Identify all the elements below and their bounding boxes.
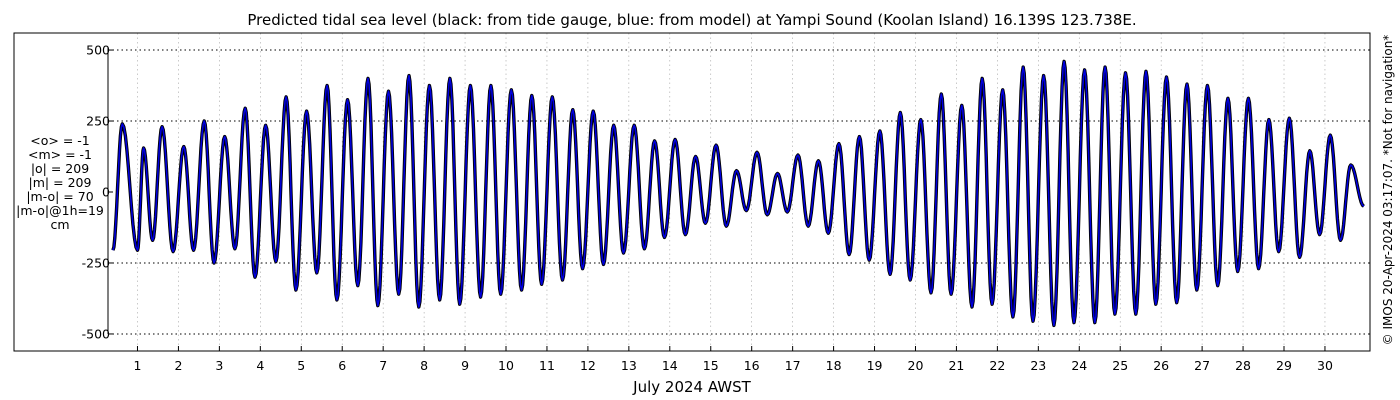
x-tick-label: 3 [215, 358, 223, 373]
stat-mean-model: <m> = -1 [27, 147, 92, 162]
x-tick-label: 27 [1194, 358, 1210, 373]
x-tick-label: 28 [1235, 358, 1251, 373]
x-tick-label: 15 [703, 358, 719, 373]
x-tick-label: 2 [174, 358, 182, 373]
x-tick-label: 14 [662, 358, 678, 373]
stat-mean-observed: <o> = -1 [30, 133, 90, 148]
x-axis-ticks: 1 2 3 4 5 6 7 8 9 10 11 12 13 14 15 16 17 18 19 20 21 22 23 24 2… [134, 346, 1333, 373]
x-tick-label: 13 [621, 358, 637, 373]
x-tick-label: 11 [539, 358, 555, 373]
y-tick-label: -500 [82, 326, 110, 341]
x-tick-label: 29 [1276, 358, 1292, 373]
x-tick-label: 7 [379, 358, 387, 373]
x-tick-label: 25 [1112, 358, 1128, 373]
x-tick-label: 20 [908, 358, 924, 373]
x-tick-label: 6 [338, 358, 346, 373]
tide-gauge-series-line [111, 59, 1365, 328]
x-tick-label: 26 [1153, 358, 1169, 373]
x-tick-label: 23 [1030, 358, 1046, 373]
stats-panel: <o> = -1 <m> = -1 |o| = 209 |m| = 209 |m… [10, 134, 110, 232]
x-tick-label: 5 [297, 358, 305, 373]
x-tick-label: 18 [826, 358, 842, 373]
x-tick-label: 16 [744, 358, 760, 373]
x-tick-label: 19 [867, 358, 883, 373]
stat-abs-diff-1h: |m-o|@1h=19 [16, 203, 104, 218]
stat-abs-model: |m| = 209 [28, 175, 92, 190]
x-tick-label: 22 [989, 358, 1005, 373]
x-tick-label: 1 [134, 358, 142, 373]
stat-abs-diff: |m-o| = 70 [26, 189, 94, 204]
x-tick-label: 8 [420, 358, 428, 373]
stat-abs-observed: |o| = 209 [30, 161, 90, 176]
x-tick-label: 12 [580, 358, 596, 373]
y-axis-ticks: -500 -250 0 250 500 [82, 43, 113, 341]
grid-lines [108, 33, 1370, 351]
chart-title: Predicted tidal sea level (black: from t… [247, 11, 1136, 29]
stat-unit: cm [50, 217, 70, 232]
x-tick-label: 24 [1071, 358, 1087, 373]
copyright-note: © IMOS 20-Apr-2024 03:17:07. *Not for na… [1381, 35, 1395, 346]
x-tick-label: 4 [256, 358, 264, 373]
x-tick-label: 30 [1317, 358, 1333, 373]
x-axis-label: July 2024 AWST [632, 378, 751, 396]
x-tick-label: 9 [461, 358, 469, 373]
y-tick-label: 500 [86, 43, 110, 58]
figure-frame [13, 32, 1371, 352]
y-tick-label: -250 [82, 255, 110, 270]
y-tick-label: 250 [86, 114, 110, 129]
x-tick-label: 21 [948, 358, 964, 373]
y-tick-label: 0 [102, 185, 110, 200]
x-tick-label: 17 [785, 358, 801, 373]
x-tick-label: 10 [498, 358, 514, 373]
model-series-line [112, 60, 1365, 327]
